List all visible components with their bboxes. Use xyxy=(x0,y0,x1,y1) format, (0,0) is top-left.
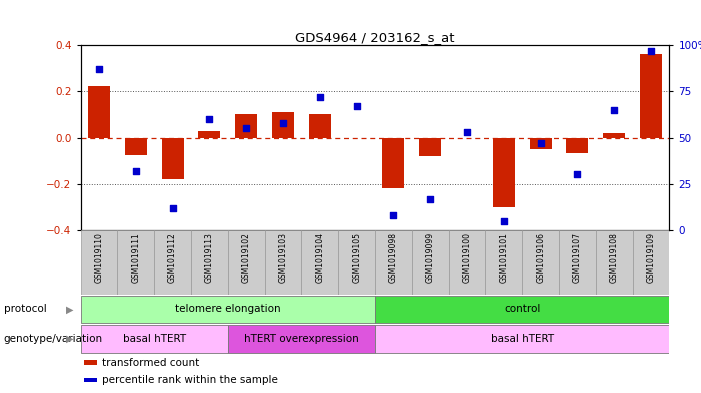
Text: GSM1019099: GSM1019099 xyxy=(426,232,435,283)
Text: GSM1019112: GSM1019112 xyxy=(168,232,177,283)
Bar xyxy=(419,138,442,156)
Bar xyxy=(603,133,625,138)
Text: GSM1019106: GSM1019106 xyxy=(536,232,545,283)
Text: GSM1019101: GSM1019101 xyxy=(499,232,508,283)
Point xyxy=(608,107,620,113)
Bar xyxy=(522,230,559,295)
Bar xyxy=(84,360,97,365)
Text: ▶: ▶ xyxy=(67,334,74,344)
Bar xyxy=(81,325,228,353)
Text: protocol: protocol xyxy=(4,305,46,314)
Bar xyxy=(191,230,228,295)
Point xyxy=(167,205,178,211)
Text: basal hTERT: basal hTERT xyxy=(491,334,554,344)
Point xyxy=(93,66,104,72)
Text: hTERT overexpression: hTERT overexpression xyxy=(244,334,359,344)
Bar xyxy=(559,230,596,295)
Bar xyxy=(265,230,301,295)
Text: transformed count: transformed count xyxy=(102,358,199,367)
Bar xyxy=(338,230,375,295)
Bar xyxy=(375,230,412,295)
Title: GDS4964 / 203162_s_at: GDS4964 / 203162_s_at xyxy=(295,31,455,44)
Point xyxy=(572,171,583,178)
Bar xyxy=(493,138,515,207)
Bar xyxy=(485,230,522,295)
Bar xyxy=(118,230,154,295)
Bar xyxy=(632,230,669,295)
Bar xyxy=(640,54,662,138)
Bar xyxy=(301,230,338,295)
Point xyxy=(535,140,546,146)
Bar xyxy=(449,230,485,295)
Bar xyxy=(125,138,147,155)
Text: percentile rank within the sample: percentile rank within the sample xyxy=(102,375,278,385)
Point xyxy=(388,212,399,218)
Bar xyxy=(228,230,265,295)
Bar xyxy=(84,378,97,382)
Text: GSM1019105: GSM1019105 xyxy=(352,232,361,283)
Text: basal hTERT: basal hTERT xyxy=(123,334,186,344)
Bar xyxy=(529,138,552,149)
Bar xyxy=(272,112,294,138)
Bar xyxy=(228,325,375,353)
Bar xyxy=(81,296,375,323)
Text: GSM1019102: GSM1019102 xyxy=(242,232,251,283)
Text: genotype/variation: genotype/variation xyxy=(4,334,102,344)
Text: GSM1019113: GSM1019113 xyxy=(205,232,214,283)
Point xyxy=(425,195,436,202)
Bar xyxy=(161,138,184,179)
Point xyxy=(461,129,472,135)
Point xyxy=(498,217,510,224)
Text: GSM1019111: GSM1019111 xyxy=(131,232,140,283)
Point xyxy=(130,168,142,174)
Bar xyxy=(236,114,257,138)
Text: GSM1019103: GSM1019103 xyxy=(278,232,287,283)
Text: control: control xyxy=(504,305,540,314)
Bar xyxy=(566,138,588,152)
Point xyxy=(314,94,325,100)
Bar xyxy=(375,296,669,323)
Point xyxy=(204,116,215,122)
Bar xyxy=(308,114,331,138)
Text: GSM1019100: GSM1019100 xyxy=(463,232,472,283)
Bar xyxy=(596,230,632,295)
Bar xyxy=(412,230,449,295)
Point xyxy=(278,119,289,126)
Text: ▶: ▶ xyxy=(67,305,74,314)
Text: GSM1019109: GSM1019109 xyxy=(646,232,655,283)
Bar xyxy=(383,138,404,188)
Text: GSM1019108: GSM1019108 xyxy=(610,232,619,283)
Bar xyxy=(81,230,118,295)
Bar xyxy=(154,230,191,295)
Text: GSM1019107: GSM1019107 xyxy=(573,232,582,283)
Text: GSM1019110: GSM1019110 xyxy=(95,232,104,283)
Point xyxy=(240,125,252,131)
Bar xyxy=(375,325,669,353)
Bar xyxy=(88,86,110,138)
Point xyxy=(646,48,657,54)
Text: GSM1019104: GSM1019104 xyxy=(315,232,325,283)
Text: GSM1019098: GSM1019098 xyxy=(389,232,398,283)
Text: telomere elongation: telomere elongation xyxy=(175,305,280,314)
Bar xyxy=(198,130,221,138)
Point xyxy=(351,103,362,109)
